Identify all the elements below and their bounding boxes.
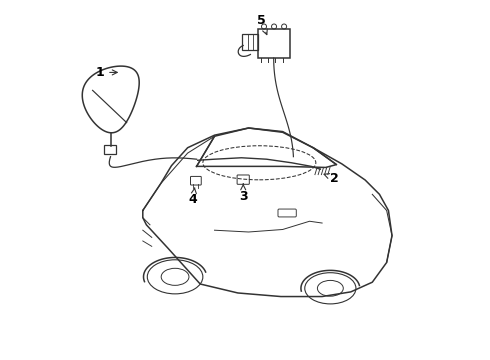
Text: 2: 2 [324, 172, 339, 185]
Text: 5: 5 [257, 14, 267, 35]
Text: 4: 4 [189, 188, 197, 206]
Text: 3: 3 [239, 184, 247, 203]
Text: 1: 1 [96, 66, 117, 79]
